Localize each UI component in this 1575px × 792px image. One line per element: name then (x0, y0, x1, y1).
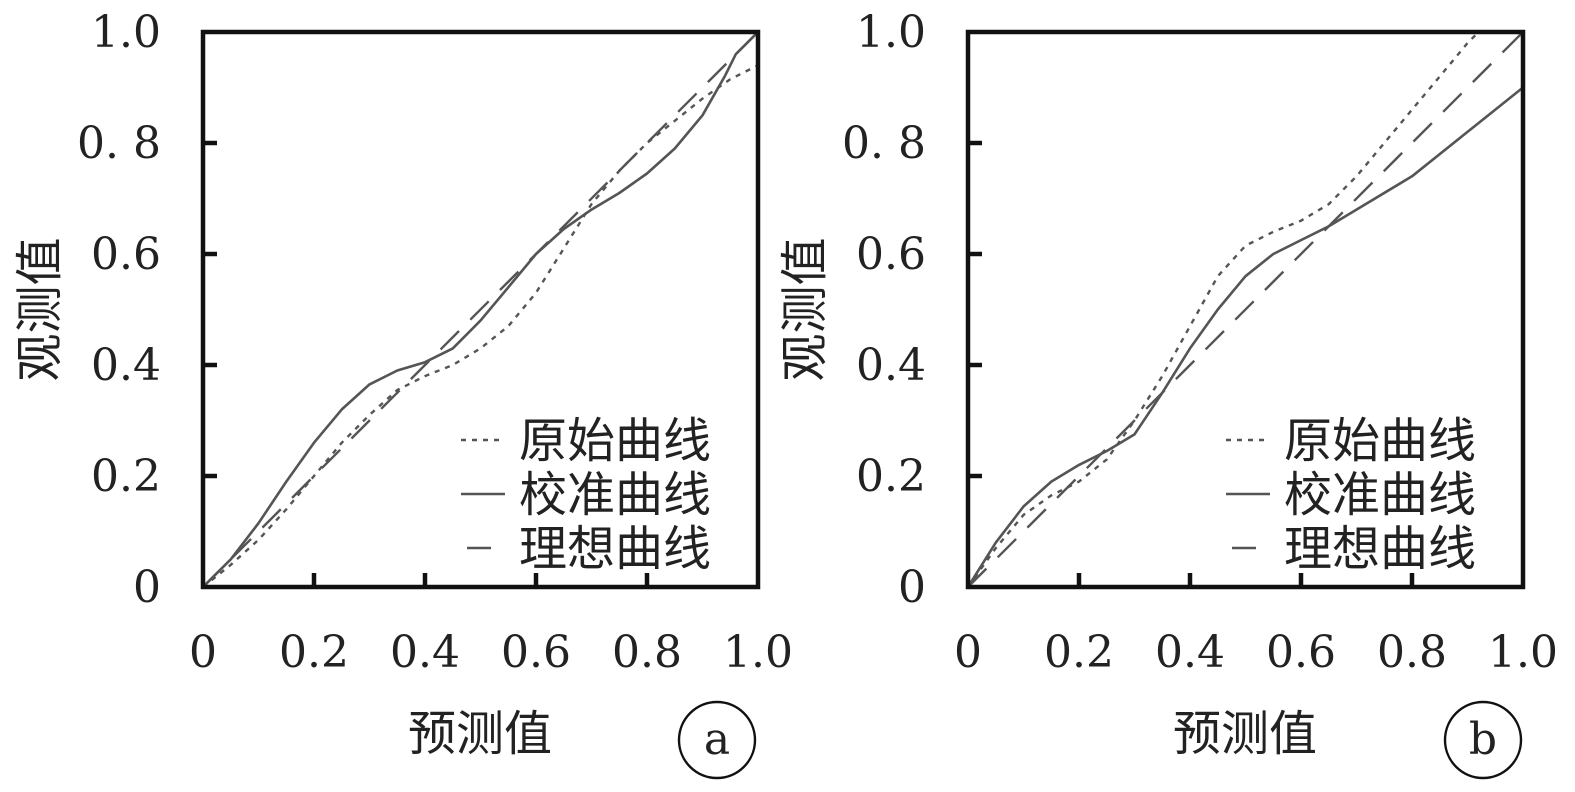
y-tick-label: 0. 8 (77, 118, 161, 169)
legend-label: 原始曲线 (519, 413, 711, 469)
series-line-solid (968, 86, 1523, 587)
y-axis-title: 观测值 (12, 237, 68, 381)
y-tick-label: 0.6 (91, 229, 161, 280)
x-tick-label: 0.6 (1266, 627, 1336, 678)
y-tick-label: 1.0 (91, 7, 161, 58)
x-tick-label: 0.6 (501, 627, 571, 678)
y-axis-title: 观测值 (777, 237, 833, 381)
y-tick-label: 0 (898, 562, 926, 613)
series-line-dashed (203, 32, 758, 587)
x-tick-label: 1.0 (723, 627, 793, 678)
x-tick-label: 0 (954, 627, 982, 678)
y-tick-label: 0 (133, 562, 161, 613)
legend-label: 校准曲线 (519, 467, 711, 523)
y-tick-label: 0.4 (91, 340, 161, 391)
panel-letter: b (1469, 714, 1497, 765)
y-tick-label: 0. 8 (842, 118, 926, 169)
x-tick-label: 0.8 (612, 627, 682, 678)
x-axis-title: 预测值 (408, 706, 552, 762)
x-tick-label: 0 (189, 627, 217, 678)
panel-letter-circle (677, 700, 757, 780)
series-line-solid (203, 32, 758, 587)
y-tick-label: 0.4 (856, 340, 926, 391)
legend-label: 理想曲线 (1284, 521, 1476, 577)
legend-label: 理想曲线 (519, 521, 711, 577)
y-tick-label: 0.2 (856, 451, 926, 502)
series-line-dashed (968, 32, 1523, 587)
legend-label: 原始曲线 (1284, 413, 1476, 469)
panel-letter-circle (1443, 700, 1523, 780)
plot-frame (965, 29, 1526, 590)
plot-frame (200, 29, 761, 590)
y-tick-label: 1.0 (856, 7, 926, 58)
legend-label: 校准曲线 (1284, 467, 1476, 523)
panel-letter: a (704, 714, 730, 765)
x-tick-label: 0.4 (390, 627, 460, 678)
x-tick-label: 0.2 (279, 627, 349, 678)
x-tick-label: 0.8 (1377, 627, 1447, 678)
x-axis-title: 预测值 (1173, 706, 1317, 762)
x-tick-label: 0.2 (1044, 627, 1114, 678)
chart-panel-a: 0 0.2 0.4 0.6 0.8 1.0 0 0.2 0.4 0.6 0. 8 1.0 预测值 观测值原… (12, 7, 793, 780)
x-tick-label: 0.4 (1155, 627, 1225, 678)
y-tick-label: 0.6 (856, 229, 926, 280)
chart-panel-b: 0 0.2 0.4 0.6 0.8 1.0 0 0.2 0.4 0.6 0. 8 1.0 预测值 观测值原… (777, 7, 1558, 780)
x-tick-label: 1.0 (1488, 627, 1558, 678)
y-tick-label: 0.2 (91, 451, 161, 502)
series-line-dotted (203, 64, 758, 587)
